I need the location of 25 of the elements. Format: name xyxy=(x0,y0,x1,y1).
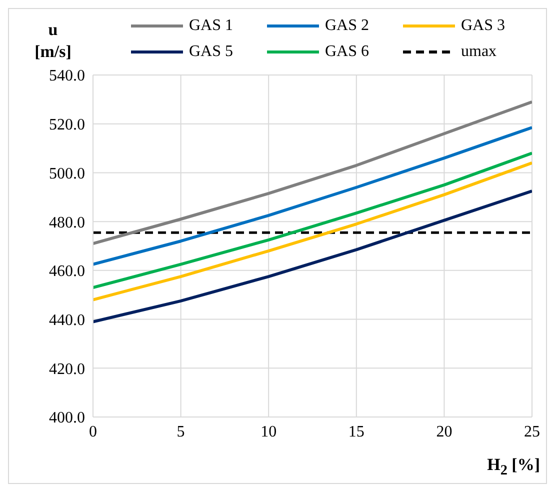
y-axis-title: u [m/s] xyxy=(34,19,72,63)
y-tick-label: 540.0 xyxy=(49,68,85,85)
x-tick-label: 20 xyxy=(436,423,452,440)
y-tick-label: 400.0 xyxy=(49,410,85,427)
legend-label: GAS 5 xyxy=(189,43,234,61)
y-tick-label: 460.0 xyxy=(49,263,85,280)
line-series xyxy=(93,100,532,246)
line-series xyxy=(93,126,532,266)
x-tick-label: 25 xyxy=(524,423,540,440)
line-series xyxy=(93,190,532,324)
y-tick-label: 440.0 xyxy=(49,312,85,329)
legend-label: GAS 2 xyxy=(325,17,370,35)
y-tick-label: 420.0 xyxy=(49,360,85,378)
legend-label: GAS 6 xyxy=(325,43,370,61)
x-tick-label: 15 xyxy=(348,423,364,440)
y-tick-label: 520.0 xyxy=(49,116,85,134)
x-axis-title: H$_{2}$ [%] xyxy=(487,454,540,479)
legend-label: GAS 1 xyxy=(189,17,234,35)
y-tick-label: 480.0 xyxy=(49,214,85,232)
x-tick-label: 5 xyxy=(176,423,185,440)
legend-label: GAS 3 xyxy=(461,17,506,35)
x-tick-label: 0 xyxy=(89,423,97,440)
y-tick-label: 500.0 xyxy=(49,165,85,182)
x-tick-label: 10 xyxy=(260,423,277,440)
legend-label: umax xyxy=(461,43,497,61)
